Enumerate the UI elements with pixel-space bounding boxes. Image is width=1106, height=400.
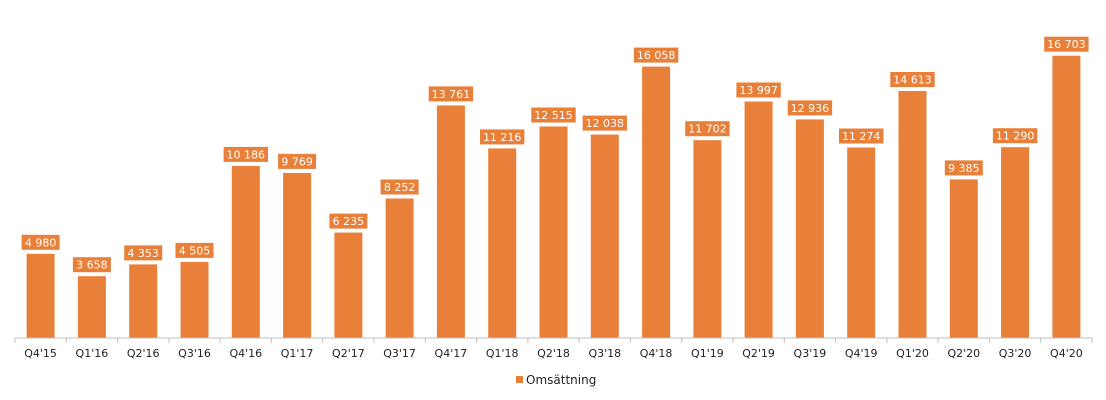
data-label: 14 613 bbox=[893, 74, 932, 87]
data-label: 12 936 bbox=[791, 102, 830, 115]
data-label-box bbox=[890, 72, 935, 87]
x-tick-label: Q2'19 bbox=[742, 347, 775, 360]
bar bbox=[744, 101, 773, 338]
legend-label: Omsättning bbox=[526, 373, 596, 387]
bar bbox=[1052, 55, 1081, 338]
x-tick-label: Q4'20 bbox=[1050, 347, 1083, 360]
x-tick-label: Q1'18 bbox=[486, 347, 519, 360]
data-label: 16 703 bbox=[1047, 38, 1086, 51]
bar bbox=[898, 91, 927, 338]
bar bbox=[77, 276, 106, 338]
bar bbox=[847, 147, 876, 338]
x-tick-label: Q3'17 bbox=[383, 347, 416, 360]
x-tick-label: Q1'19 bbox=[691, 347, 724, 360]
data-label: 10 186 bbox=[227, 148, 266, 161]
x-tick-label: Q1'16 bbox=[76, 347, 109, 360]
x-tick-label: Q1'20 bbox=[896, 347, 929, 360]
x-tick-label: Q4'16 bbox=[229, 347, 262, 360]
data-label-box bbox=[329, 213, 368, 229]
legend: Omsättning bbox=[516, 373, 596, 387]
bar bbox=[231, 165, 260, 338]
x-tick-label: Q3'18 bbox=[588, 347, 621, 360]
bar bbox=[642, 66, 671, 338]
x-tick-label: Q1'17 bbox=[281, 347, 314, 360]
data-label-box bbox=[175, 242, 214, 258]
data-label-box bbox=[992, 128, 1038, 144]
bar bbox=[795, 119, 824, 339]
data-label-box bbox=[480, 129, 525, 145]
x-tick-label: Q2'20 bbox=[947, 347, 980, 360]
data-label: 13 761 bbox=[432, 88, 471, 101]
x-tick-label: Q4'17 bbox=[435, 347, 468, 360]
bar bbox=[129, 264, 158, 338]
x-tick-label: Q3'20 bbox=[999, 347, 1032, 360]
x-tick-group: Q4'15 Q1'16 Q2'16 Q3'16 Q4'16 Q1'17 Q2'17 Q3'17… bbox=[14, 338, 1093, 360]
data-label-box bbox=[1044, 36, 1089, 52]
bar bbox=[1001, 147, 1030, 338]
data-label: 16 058 bbox=[637, 49, 676, 62]
data-label-box bbox=[736, 82, 781, 98]
x-tick-label: Q3'19 bbox=[794, 347, 827, 360]
data-label-box bbox=[787, 100, 833, 116]
data-label-box bbox=[278, 153, 317, 169]
data-label: 9 385 bbox=[948, 162, 980, 175]
data-label-box bbox=[124, 245, 163, 261]
x-tick-label: Q4'15 bbox=[24, 347, 57, 360]
bar bbox=[436, 105, 465, 339]
data-label: 11 290 bbox=[996, 130, 1035, 143]
x-tick-label: Q2'18 bbox=[537, 347, 570, 360]
legend-swatch bbox=[516, 376, 523, 383]
data-label: 11 702 bbox=[688, 123, 727, 136]
data-label-box bbox=[839, 128, 884, 144]
bar bbox=[385, 198, 414, 338]
bar bbox=[283, 172, 312, 338]
data-label-box bbox=[21, 234, 60, 250]
data-label: 9 769 bbox=[281, 155, 313, 168]
data-label-box bbox=[582, 115, 627, 131]
data-label: 4 505 bbox=[179, 244, 211, 257]
data-label-box bbox=[428, 86, 474, 102]
data-label-box bbox=[944, 160, 983, 176]
x-tick-label: Q2'17 bbox=[332, 347, 365, 360]
data-label-box bbox=[72, 257, 111, 273]
data-label: 6 235 bbox=[333, 215, 365, 228]
data-label-box bbox=[685, 121, 730, 137]
bar bbox=[590, 134, 619, 338]
data-label: 4 353 bbox=[127, 247, 159, 260]
data-label: 4 980 bbox=[25, 236, 57, 249]
data-label-box bbox=[531, 107, 576, 123]
x-tick-label: Q3'16 bbox=[178, 347, 211, 360]
data-label: 12 038 bbox=[586, 117, 625, 130]
x-tick-label: Q2'16 bbox=[127, 347, 160, 360]
bar bbox=[693, 140, 722, 338]
bar bbox=[334, 232, 363, 338]
data-label: 11 274 bbox=[842, 130, 881, 143]
data-label-box bbox=[380, 179, 419, 195]
data-label: 12 515 bbox=[534, 109, 573, 122]
bar bbox=[539, 126, 568, 338]
bar bbox=[488, 148, 517, 338]
data-label: 8 252 bbox=[384, 181, 416, 194]
bars-group: 4 980 3 658 4 353 4 505 10 186 9 769 6 235 8 25… bbox=[21, 36, 1089, 339]
x-tick-label: Q4'19 bbox=[845, 347, 878, 360]
data-label: 13 997 bbox=[739, 84, 778, 97]
bar bbox=[26, 253, 55, 338]
data-label-box bbox=[223, 146, 268, 162]
data-label: 3 658 bbox=[76, 259, 108, 272]
data-label-box bbox=[633, 47, 679, 63]
bar bbox=[180, 261, 209, 338]
bar bbox=[949, 179, 978, 338]
x-tick-label: Q4'18 bbox=[640, 347, 673, 360]
data-label: 11 216 bbox=[483, 131, 522, 144]
